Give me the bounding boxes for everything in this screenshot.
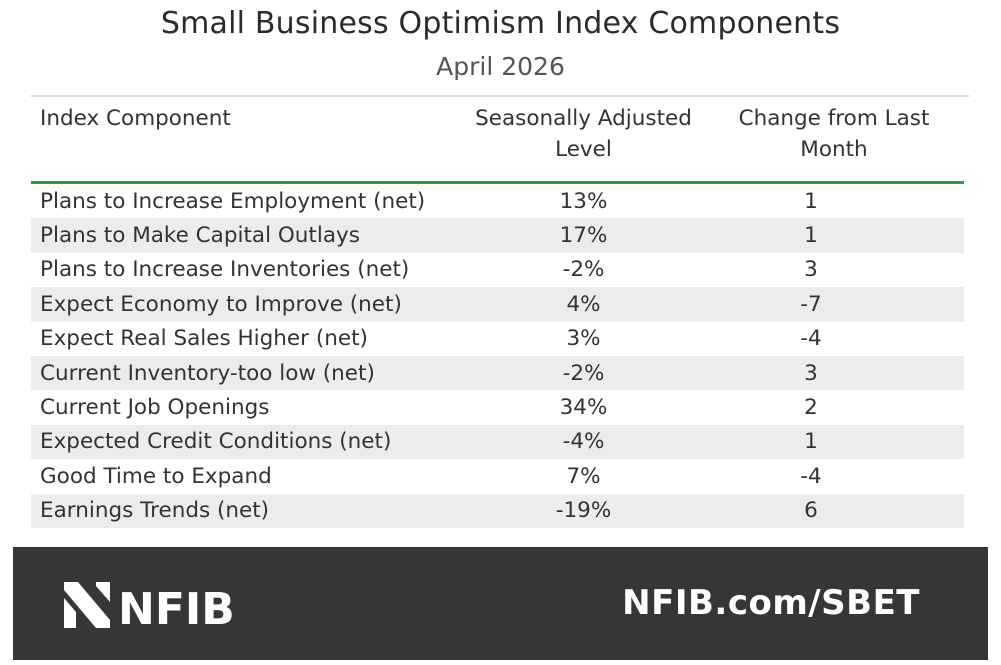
cell-component: Expected Credit Conditions (net) xyxy=(40,429,392,455)
cell-level: -19% xyxy=(555,498,612,524)
cell-level: 7% xyxy=(566,463,601,489)
page-subtitle: April 2026 xyxy=(436,52,565,81)
cell-component: Plans to Increase Inventories (net) xyxy=(40,257,410,283)
cell-component: Plans to Make Capital Outlays xyxy=(40,223,360,249)
table-row: Plans to Increase Employment (net) 13% 1 xyxy=(31,184,964,218)
cell-component: Expect Economy to Improve (net) xyxy=(40,291,402,317)
cell-change: -4 xyxy=(800,463,822,489)
header-divider xyxy=(31,181,964,184)
table-row: Plans to Make Capital Outlays 17% 1 xyxy=(31,218,964,253)
cell-component: Plans to Increase Employment (net) xyxy=(40,188,426,214)
table-row: Earnings Trends (net) -19% 6 xyxy=(31,493,964,528)
cell-component: Expect Real Sales Higher (net) xyxy=(40,326,368,352)
cell-change: 2 xyxy=(804,395,818,421)
cell-level: 3% xyxy=(566,326,601,352)
column-header-component: Index Component xyxy=(40,103,231,134)
table-header: Index Component Seasonally Adjusted Leve… xyxy=(31,100,964,181)
cell-level: 13% xyxy=(559,188,608,214)
cell-level: 34% xyxy=(559,395,608,421)
components-table: Index Component Seasonally Adjusted Leve… xyxy=(31,100,964,528)
svg-text:NFIB: NFIB xyxy=(118,584,235,630)
cell-level: 17% xyxy=(559,223,608,249)
table-body: Plans to Increase Employment (net) 13% 1… xyxy=(31,184,964,528)
page-title: Small Business Optimism Index Components xyxy=(160,6,841,41)
column-header-level: Seasonally Adjusted Level xyxy=(471,103,696,165)
table-row: Expect Real Sales Higher (net) 3% -4 xyxy=(31,322,964,356)
column-header-level-line2: Level xyxy=(555,137,612,162)
top-divider xyxy=(31,95,969,97)
cell-level: -2% xyxy=(562,360,605,386)
cell-change: 3 xyxy=(804,360,818,386)
sbet-link[interactable]: NFIB.com/SBET xyxy=(622,583,920,623)
table-row: Expect Economy to Improve (net) 4% -7 xyxy=(31,287,964,322)
cell-change: -7 xyxy=(800,291,822,317)
nfib-logo[interactable]: NFIB xyxy=(62,580,252,635)
column-header-level-line1: Seasonally Adjusted xyxy=(475,106,692,131)
cell-change: -4 xyxy=(800,326,822,352)
column-header-component-label: Index Component xyxy=(40,106,231,131)
nfib-logo-icon: NFIB xyxy=(64,582,235,635)
cell-level: -4% xyxy=(562,429,605,455)
cell-change: 1 xyxy=(804,429,818,455)
footer-banner: NFIB NFIB.com/SBET xyxy=(13,547,988,660)
cell-component: Good Time to Expand xyxy=(40,463,272,489)
column-header-change: Change from Last Month xyxy=(719,103,949,165)
table-row: Expected Credit Conditions (net) -4% 1 xyxy=(31,424,964,460)
cell-component: Earnings Trends (net) xyxy=(40,498,270,524)
table-row: Good Time to Expand 7% -4 xyxy=(31,459,964,493)
cell-component: Current Job Openings xyxy=(40,395,270,421)
cell-change: 1 xyxy=(804,223,818,249)
cell-change: 3 xyxy=(804,257,818,283)
cell-component: Current Inventory-too low (net) xyxy=(40,360,375,386)
cell-level: 4% xyxy=(566,291,601,317)
cell-change: 1 xyxy=(804,188,818,214)
cell-level: -2% xyxy=(562,257,605,283)
column-header-change-line2: Month xyxy=(800,137,868,162)
table-row: Current Job Openings 34% 2 xyxy=(31,390,964,424)
table-row: Plans to Increase Inventories (net) -2% … xyxy=(31,253,964,287)
column-header-change-line1: Change from Last xyxy=(738,106,930,131)
cell-change: 6 xyxy=(804,498,818,524)
table-row: Current Inventory-too low (net) -2% 3 xyxy=(31,355,964,391)
